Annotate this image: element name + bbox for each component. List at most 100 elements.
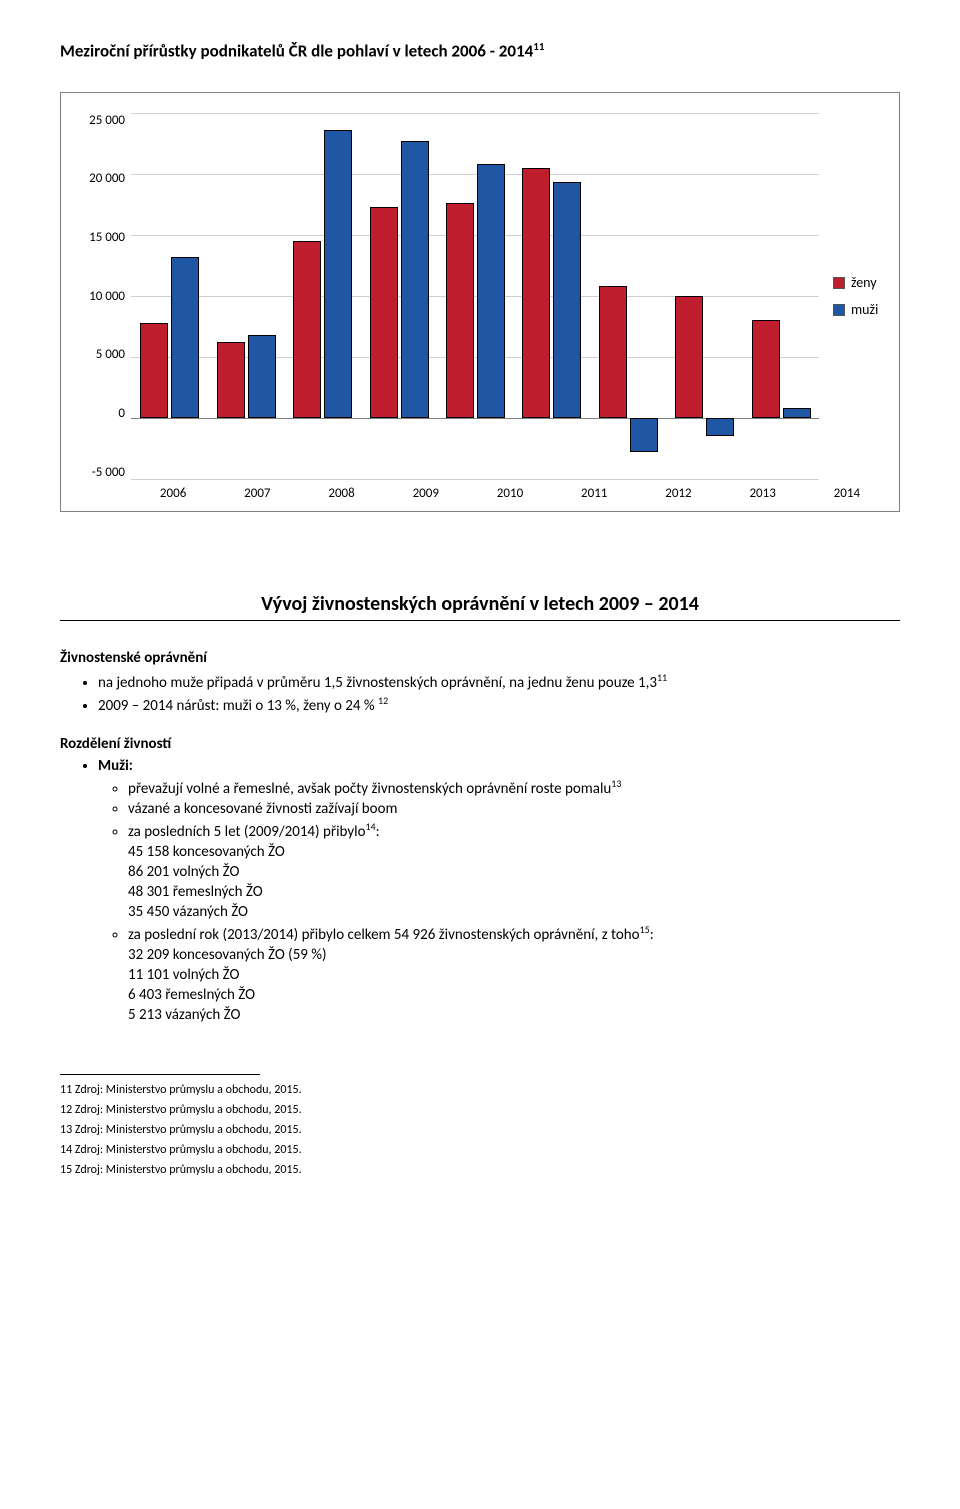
bar-ženy xyxy=(140,323,168,418)
sup: 13 xyxy=(611,777,621,790)
bar-ženy xyxy=(370,207,398,418)
value-line: 45 158 koncesovaných ŽO xyxy=(128,843,900,861)
bar-muži xyxy=(324,130,352,418)
bullet-list-muzi: převažují volné a řemeslné, avšak počty … xyxy=(98,777,900,1024)
footnote: 13 Zdroj: Ministerstvo průmyslu a obchod… xyxy=(60,1123,900,1137)
footnote: 15 Zdroj: Ministerstvo průmyslu a obchod… xyxy=(60,1163,900,1177)
y-tick-label: 15 000 xyxy=(89,230,125,245)
footnote: 14 Zdroj: Ministerstvo průmyslu a obchod… xyxy=(60,1143,900,1157)
x-axis: 200620072008200920102011201220132014 xyxy=(131,480,889,501)
bar-chart: 25 000 20 000 15 000 10 000 5 000 0 -5 000 žen… xyxy=(60,92,900,512)
bar-group xyxy=(590,113,666,479)
bar-group xyxy=(131,113,207,479)
footnote: 12 Zdroj: Ministerstvo průmyslu a obchod… xyxy=(60,1103,900,1117)
y-tick-label: -5 000 xyxy=(92,465,125,480)
list-text: 2009 – 2014 nárůst: muži o 13 %, ženy o … xyxy=(98,697,378,715)
list-text: za poslední rok (2013/2014) přibylo celk… xyxy=(128,926,640,944)
y-tick-label: 20 000 xyxy=(89,171,125,186)
y-tick-label: 5 000 xyxy=(96,347,125,362)
section-rule xyxy=(60,620,900,621)
footnotes-rule xyxy=(60,1074,260,1075)
bar-ženy xyxy=(522,168,550,418)
x-tick-label: 2014 xyxy=(805,480,889,501)
bar-group xyxy=(207,113,283,479)
x-tick-label: 2013 xyxy=(721,480,805,501)
bar-muži xyxy=(553,182,581,417)
heading-muzi: Muži: xyxy=(98,757,133,775)
x-tick-label: 2009 xyxy=(384,480,468,501)
legend-swatch xyxy=(833,277,845,289)
plot-area xyxy=(131,113,819,480)
y-tick-label: 10 000 xyxy=(89,289,125,304)
list-text: : xyxy=(376,823,380,841)
bars-row xyxy=(131,113,819,479)
main-title: Meziroční přírůstky podnikatelů ČR dle p… xyxy=(60,40,900,62)
list-item: vázané a koncesované živnosti zažívají b… xyxy=(128,800,900,818)
sub-values: 45 158 koncesovaných ŽO 86 201 volných Ž… xyxy=(128,843,900,921)
heading-opravneni: Živnostenské oprávnění xyxy=(60,649,900,667)
sup: 14 xyxy=(365,820,375,833)
x-tick-label: 2007 xyxy=(215,480,299,501)
x-tick-label: 2012 xyxy=(636,480,720,501)
x-tick-label: 2008 xyxy=(299,480,383,501)
bullet-list-opravneni: na jednoho muže připadá v průměru 1,5 ži… xyxy=(60,671,900,715)
bar-ženy xyxy=(752,320,780,418)
list-text: na jednoho muže připadá v průměru 1,5 ži… xyxy=(98,674,657,692)
list-item: za poslední rok (2013/2014) přibylo celk… xyxy=(128,923,900,1024)
bar-muži xyxy=(401,141,429,418)
bar-ženy xyxy=(675,296,703,418)
y-axis: 25 000 20 000 15 000 10 000 5 000 0 -5 000 xyxy=(71,113,131,480)
list-item: za posledních 5 let (2009/2014) přibylo1… xyxy=(128,820,900,921)
bullet-list-rozdeleni: Muži: převažují volné a řemeslné, avšak … xyxy=(60,757,900,1024)
main-title-text: Meziroční přírůstky podnikatelů ČR dle p… xyxy=(60,41,533,62)
list-text: převažují volné a řemeslné, avšak počty … xyxy=(128,780,611,798)
value-line: 86 201 volných ŽO xyxy=(128,863,900,881)
x-tick-label: 2010 xyxy=(468,480,552,501)
bar-muži xyxy=(630,418,658,452)
bar-ženy xyxy=(446,203,474,418)
y-tick-label: 0 xyxy=(118,406,125,421)
x-tick-label: 2006 xyxy=(131,480,215,501)
sup: 15 xyxy=(640,923,650,936)
bar-group xyxy=(666,113,742,479)
bar-muži xyxy=(171,257,199,418)
list-text: vázané a koncesované živnosti zažívají b… xyxy=(128,800,397,818)
bar-muži xyxy=(783,408,811,418)
legend: ženy muži xyxy=(819,113,889,480)
legend-label: muži xyxy=(851,301,878,318)
legend-item: ženy xyxy=(833,274,889,291)
bar-group xyxy=(513,113,589,479)
bar-group xyxy=(284,113,360,479)
bar-muži xyxy=(477,164,505,418)
legend-item: muži xyxy=(833,301,889,318)
gridline xyxy=(131,479,819,480)
bar-group xyxy=(437,113,513,479)
y-tick-label: 25 000 xyxy=(89,113,125,128)
bar-group xyxy=(360,113,436,479)
list-item: 2009 – 2014 nárůst: muži o 13 %, ženy o … xyxy=(98,694,900,715)
footnotes: 11 Zdroj: Ministerstvo průmyslu a obchod… xyxy=(60,1083,900,1177)
main-title-sup: 11 xyxy=(533,40,544,53)
sup: 12 xyxy=(378,694,388,707)
footnote: 11 Zdroj: Ministerstvo průmyslu a obchod… xyxy=(60,1083,900,1097)
legend-label: ženy xyxy=(851,274,877,291)
sub-values: 32 209 koncesovaných ŽO (59 %) 11 101 vo… xyxy=(128,946,900,1024)
list-item: Muži: převažují volné a řemeslné, avšak … xyxy=(98,757,900,1024)
x-tick-label: 2011 xyxy=(552,480,636,501)
list-text: : xyxy=(650,926,654,944)
value-line: 35 450 vázaných ŽO xyxy=(128,903,900,921)
heading-rozdeleni: Rozdělení živností xyxy=(60,735,900,753)
legend-swatch xyxy=(833,304,845,316)
bar-muži xyxy=(248,335,276,418)
section-title: Vývoj živnostenských oprávnění v letech … xyxy=(60,592,900,616)
list-item: převažují volné a řemeslné, avšak počty … xyxy=(128,777,900,798)
list-text: za posledních 5 let (2009/2014) přibylo xyxy=(128,823,365,841)
bar-ženy xyxy=(599,286,627,418)
bar-group xyxy=(743,113,819,479)
value-line: 11 101 volných ŽO xyxy=(128,966,900,984)
list-item: na jednoho muže připadá v průměru 1,5 ži… xyxy=(98,671,900,692)
sup: 11 xyxy=(657,671,667,684)
value-line: 32 209 koncesovaných ŽO (59 %) xyxy=(128,946,900,964)
bar-ženy xyxy=(217,342,245,418)
chart-body: 25 000 20 000 15 000 10 000 5 000 0 -5 000 žen… xyxy=(71,113,889,480)
